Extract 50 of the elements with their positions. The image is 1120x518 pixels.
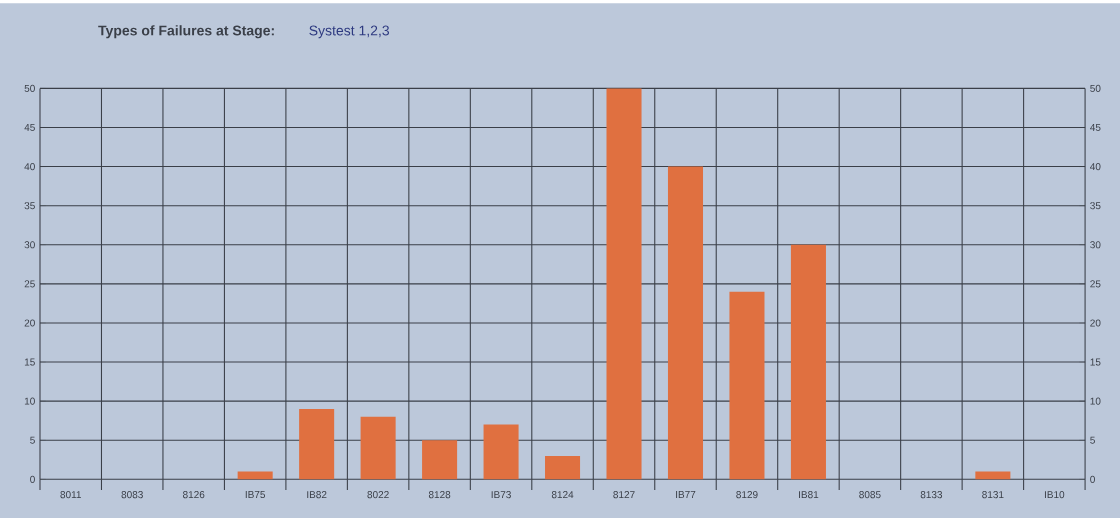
y-tick-label: 30 [24,241,35,249]
x-tick-label: 8128 [428,491,451,499]
y2-tick-label: 35 [1090,202,1101,210]
bar [422,440,458,480]
x-tick-label: 8124 [551,491,574,499]
x-tick-label: 8129 [736,491,758,499]
y-tick-label: 15 [24,358,35,366]
y-tick-label: 20 [24,319,35,327]
y2-tick-label: 0 [1090,475,1095,483]
x-tick-label: 8085 [859,491,881,499]
y2-tick-label: 25 [1090,280,1101,288]
y2-tick-label: 10 [1090,397,1101,405]
y-tick-label: 40 [24,163,35,171]
y2-tick-label: 50 [1090,84,1101,92]
bar [606,88,642,480]
bar [360,416,396,480]
x-tick-label: 8133 [920,491,943,499]
y2-tick-label: 45 [1090,124,1101,131]
y-tick-label: 25 [24,280,35,288]
y-tick-label: 35 [24,202,35,210]
bar [545,455,581,480]
bar [299,408,335,480]
y-tick-label: 50 [24,84,35,92]
bar [729,291,765,480]
y-tick-label: 0 [30,475,35,483]
bar [790,244,826,480]
bar [667,166,704,480]
x-tick-label: IB81 [799,491,819,499]
y-tick-label: 45 [24,124,35,131]
x-tick-label: IB82 [307,491,327,499]
bar [483,424,519,480]
y2-tick-label: 30 [1090,241,1101,249]
x-tick-label: 8131 [982,491,1004,499]
chart-title: Types of Failures at Stage: [98,25,274,39]
y2-tick-label: 20 [1090,319,1101,327]
x-tick-label: 8127 [613,491,635,499]
y2-tick-label: 15 [1090,358,1101,366]
x-tick-label: 8083 [121,491,143,499]
x-tick-label: 8011 [60,491,82,499]
y2-tick-label: 5 [1090,436,1095,444]
x-tick-label: 8126 [183,491,205,499]
x-tick-label: IB75 [245,491,266,499]
x-tick-label: IB10 [1044,491,1065,499]
x-tick-label: IB77 [676,491,696,498]
y2-tick-label: 40 [1090,163,1101,171]
y-tick-label: 5 [30,436,35,444]
x-tick-label: 8022 [367,491,389,499]
chart-subtitle: Systest 1,2,3 [309,25,390,39]
x-tick-label: IB73 [491,491,511,499]
y-tick-label: 10 [24,397,35,405]
